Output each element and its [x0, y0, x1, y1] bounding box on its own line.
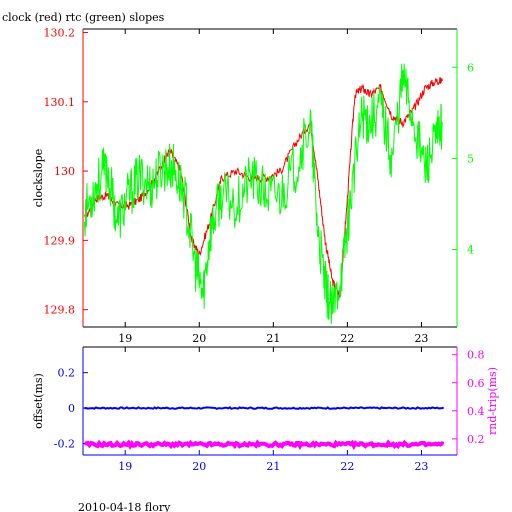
top-y-left-tick-label: 129.8	[44, 304, 76, 317]
bottom-x-tick-label: 19	[118, 460, 132, 473]
series-line-rtc	[84, 63, 443, 325]
top-y-left-label: clockslope	[32, 149, 45, 207]
top-y-left-tick-label: 129.9	[44, 234, 76, 247]
top-y-right-tick-label: 6	[467, 61, 474, 74]
top-y-right-tick-label: 4	[467, 244, 474, 257]
bottom-y-left-tick-label: 0.2	[58, 367, 76, 380]
top-y-left-tick-label: 130.2	[44, 26, 76, 39]
bottom-x-tick-label: 23	[414, 460, 428, 473]
series-points-offset	[84, 406, 445, 410]
top-y-right-tick-label: 5	[467, 152, 474, 165]
bottom-y-right-label: rnd-trip(ms)	[486, 367, 499, 435]
bottom-x-tick-label: 21	[266, 460, 280, 473]
bottom-y-left-label: offset(ms)	[32, 373, 45, 429]
top-y-left-tick-label: 130	[54, 165, 75, 178]
top-y-left-tick-label: 130.1	[44, 96, 76, 109]
bottom-x-tick-label: 22	[340, 460, 354, 473]
bottom-panel: 19 20 21 22 23 0.2 0 -0.2 0.8 0.6 0.4 0.2 offset(ms)…	[32, 346, 499, 473]
footer-label: 2010-04-18 flory	[78, 501, 171, 512]
top-x-tick-label: 20	[192, 332, 206, 345]
chart-title: clock (red) rtc (green) slopes	[2, 11, 165, 24]
top-x-tick-label: 22	[340, 332, 354, 345]
bottom-y-right-tick-label: 0.6	[467, 377, 485, 390]
top-panel: 19 20 21 22 23 130.2 130.1 130 129.9 129.8 6 5 4 cloc…	[32, 26, 474, 345]
bottom-y-right-tick-label: 0.8	[467, 349, 485, 362]
bottom-x-tick-label: 20	[192, 460, 206, 473]
series-points-rnd-trip	[84, 439, 445, 451]
bottom-y-right-tick-label: 0.2	[467, 433, 485, 446]
top-x-tick-label: 21	[266, 332, 280, 345]
bottom-y-left-tick-label: 0	[68, 402, 75, 415]
bottom-y-right-tick-label: 0.4	[467, 405, 485, 418]
top-x-tick-label: 23	[414, 332, 428, 345]
top-x-tick-label: 19	[118, 332, 132, 345]
bottom-y-left-tick-label: -0.2	[54, 437, 75, 450]
